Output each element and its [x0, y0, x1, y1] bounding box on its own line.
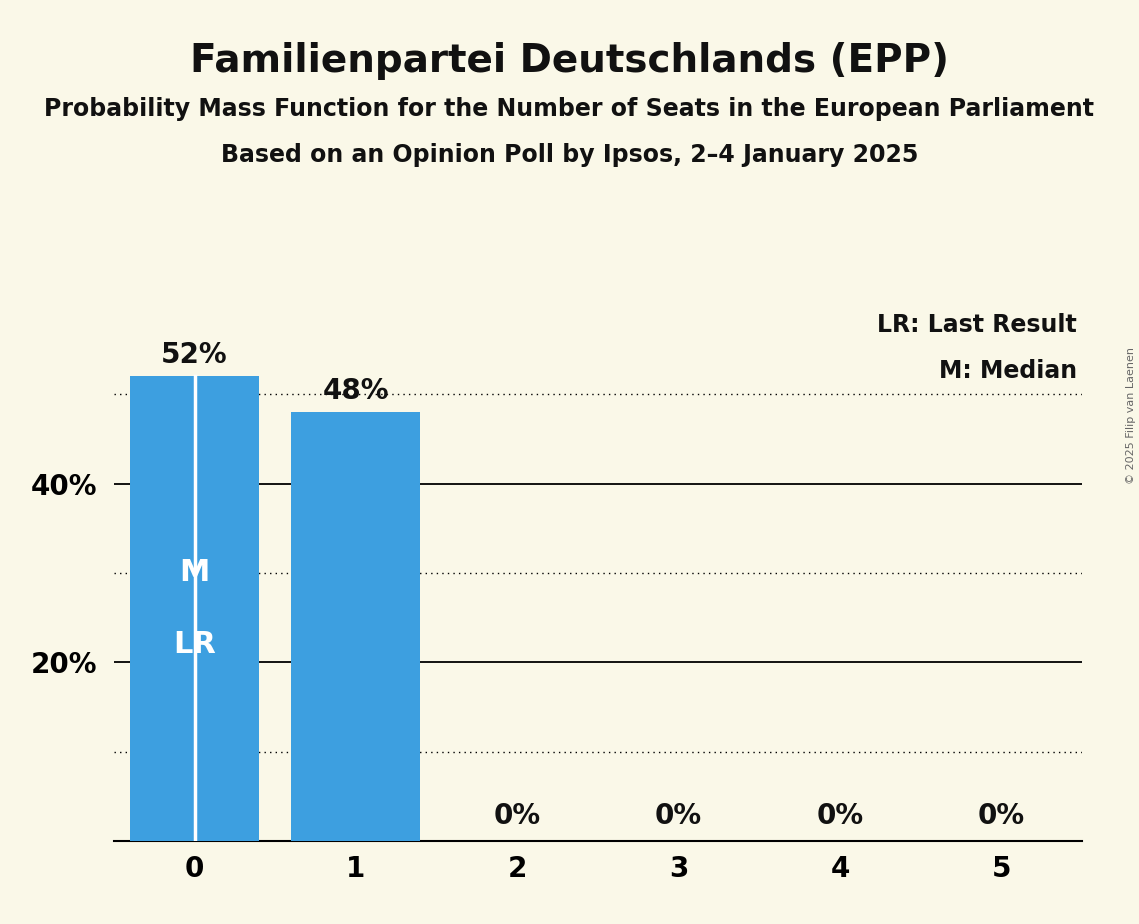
Text: 52%: 52%	[162, 341, 228, 370]
Text: M: Median: M: Median	[939, 359, 1077, 383]
Text: Based on an Opinion Poll by Ipsos, 2–4 January 2025: Based on an Opinion Poll by Ipsos, 2–4 J…	[221, 143, 918, 167]
Text: Familienpartei Deutschlands (EPP): Familienpartei Deutschlands (EPP)	[190, 42, 949, 79]
Text: 0%: 0%	[817, 802, 863, 830]
Text: LR: Last Result: LR: Last Result	[877, 313, 1077, 337]
Text: 0%: 0%	[493, 802, 541, 830]
Text: LR: LR	[173, 630, 216, 659]
Text: M: M	[179, 558, 210, 588]
Bar	[292, 412, 420, 841]
Bar	[130, 376, 259, 841]
Text: 48%: 48%	[322, 377, 390, 405]
Text: Probability Mass Function for the Number of Seats in the European Parliament: Probability Mass Function for the Number…	[44, 97, 1095, 121]
Text: © 2025 Filip van Laenen: © 2025 Filip van Laenen	[1126, 347, 1136, 484]
Text: 0%: 0%	[977, 802, 1025, 830]
Text: 0%: 0%	[655, 802, 703, 830]
